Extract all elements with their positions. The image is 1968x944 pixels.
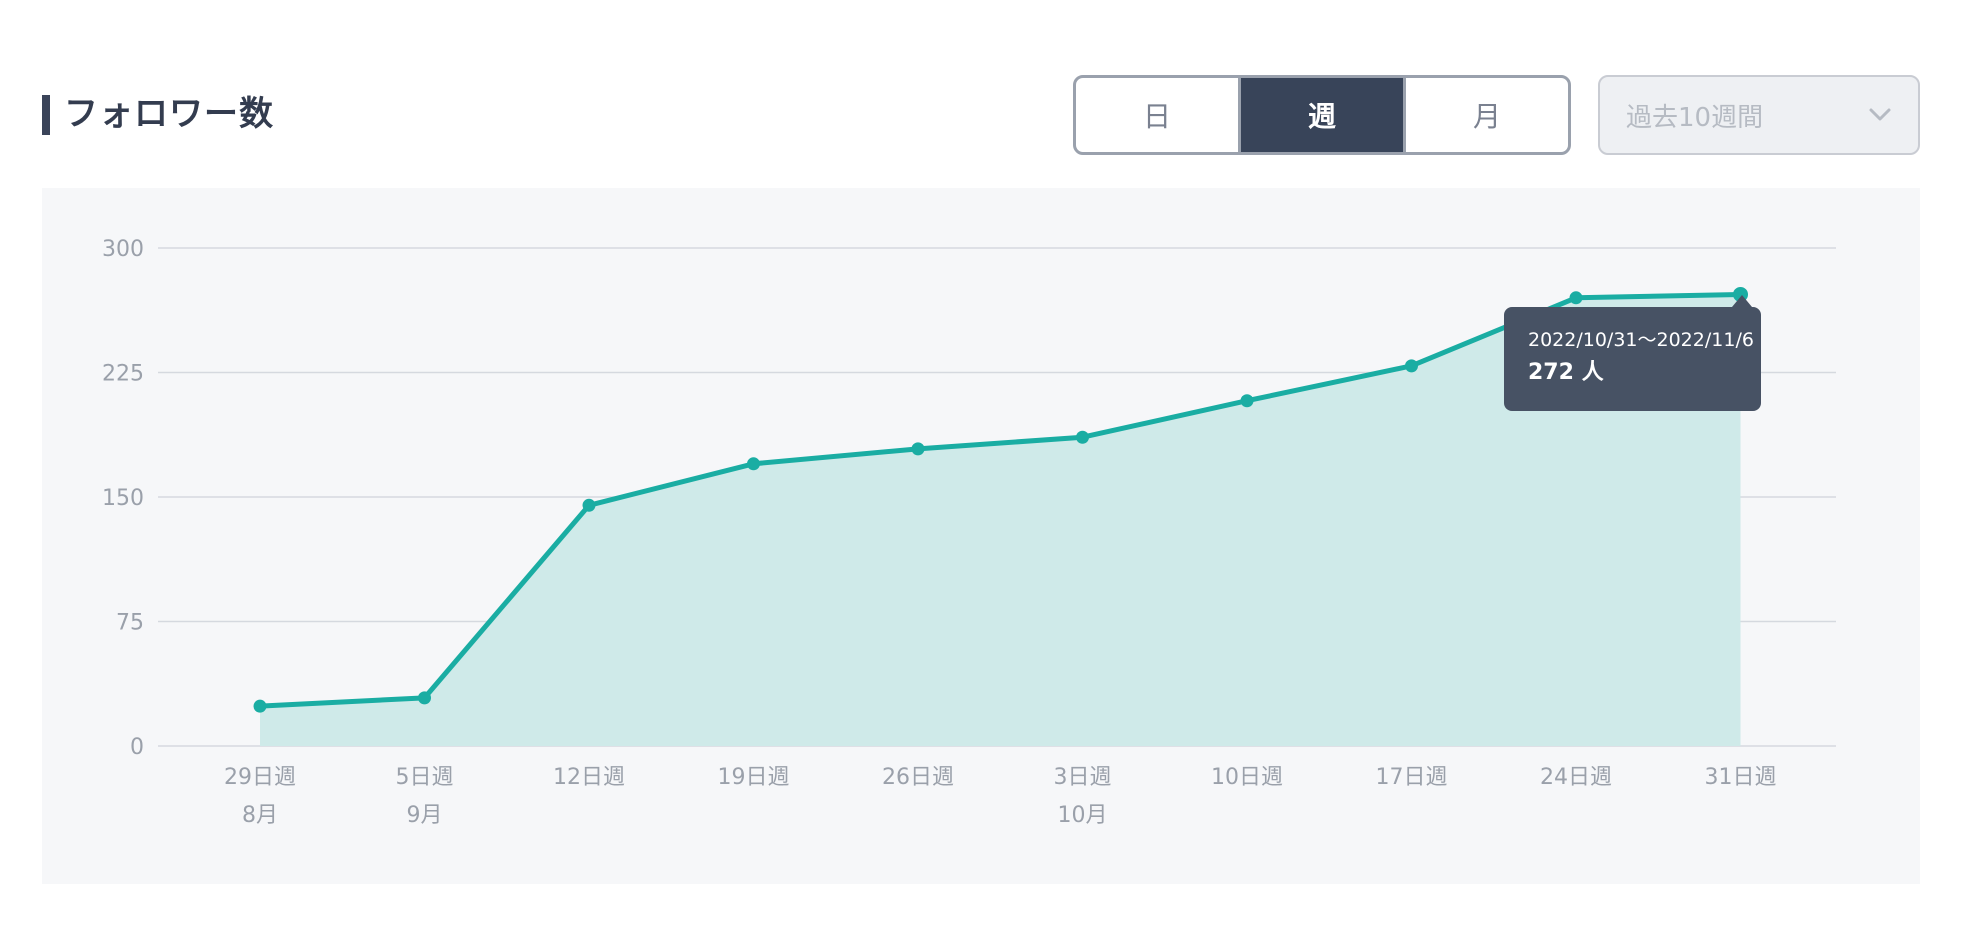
tooltip-date-range: 2022/10/31〜2022/11/6: [1528, 329, 1754, 351]
tab-month[interactable]: 月: [1403, 78, 1568, 152]
data-point: [747, 457, 760, 471]
x-month-label: 9月: [407, 803, 443, 828]
x-tick-label: 29日週: [224, 765, 296, 790]
chart-title: フォロワー数: [64, 94, 274, 134]
data-point: [582, 498, 596, 512]
y-tick-label: 0: [130, 735, 144, 760]
y-tick-label: 225: [102, 362, 144, 387]
data-point: [253, 699, 267, 713]
data-point: [1076, 430, 1089, 444]
tab-day[interactable]: 日: [1142, 100, 1171, 133]
tooltip-value: 272 人: [1528, 360, 1604, 385]
data-point: [418, 691, 431, 705]
x-tick-label: 17日週: [1376, 765, 1448, 790]
x-tick-label: 24日週: [1540, 765, 1612, 790]
x-month-label: 10月: [1058, 803, 1108, 828]
series-line: [257, 291, 1743, 709]
period-toggle: 日 週 月: [1073, 75, 1571, 155]
x-tick-label: 3日週: [1054, 765, 1112, 790]
series-area: [260, 294, 1741, 746]
chart-tooltip: 2022/10/31〜2022/11/6 272 人: [1504, 295, 1761, 411]
y-tick-label: 75: [116, 611, 144, 636]
chart-panel: 0 75 150 225 300 29日週 8月 5日週 9月 12日週 19日週 26日週 3日週 10…: [42, 188, 1920, 884]
data-point: [1240, 394, 1254, 408]
tab-week[interactable]: 週: [1238, 78, 1403, 152]
x-month-label: 8月: [242, 803, 278, 828]
x-tick-label: 19日週: [718, 765, 790, 790]
x-tick-label: 26日週: [882, 765, 954, 790]
data-point: [911, 442, 925, 456]
title-accent-bar: [42, 95, 50, 135]
chevron-down-icon: [1869, 108, 1891, 121]
data-point: [1569, 291, 1583, 305]
x-tick-label: 10日週: [1211, 765, 1283, 790]
y-tick-label: 300: [102, 237, 144, 262]
x-tick-label: 12日週: [553, 765, 625, 790]
follower-line-chart: 0 75 150 225 300 29日週 8月 5日週 9月 12日週 19日週 26日週 3日週 10…: [102, 237, 1836, 828]
range-select-value: 過去10週間: [1626, 102, 1764, 133]
y-tick-label: 150: [102, 486, 144, 511]
x-tick-label: 31日週: [1705, 765, 1777, 790]
x-tick-label: 5日週: [396, 765, 454, 790]
range-select[interactable]: 過去10週間: [1598, 75, 1920, 155]
data-point: [1405, 359, 1418, 373]
